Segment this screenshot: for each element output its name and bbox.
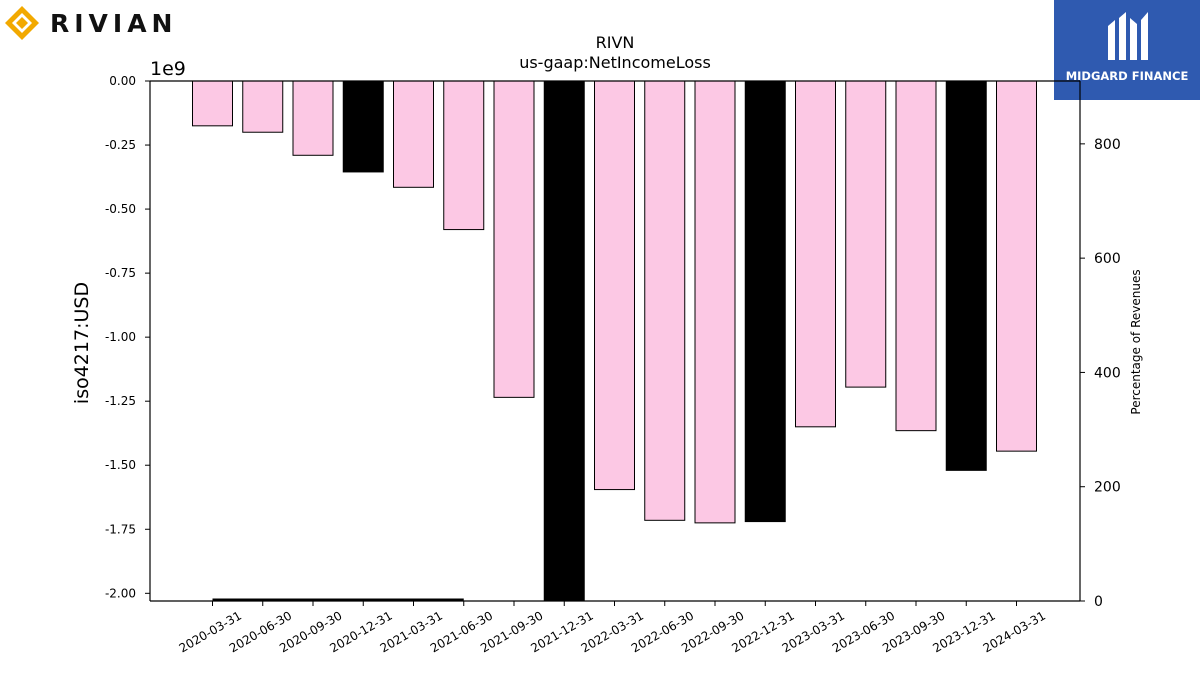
y-tick-label: 0.00 bbox=[109, 74, 136, 88]
rivian-wordmark: RIVIAN bbox=[50, 8, 178, 38]
y-tick-label: -1.00 bbox=[105, 330, 136, 344]
bar-2023-12-31 bbox=[945, 80, 987, 471]
y2-tick-label: 600 bbox=[1094, 251, 1121, 267]
y-tick-label: -0.25 bbox=[105, 138, 136, 152]
y-tick-label: -0.75 bbox=[105, 266, 136, 280]
y-tick-label: -2.00 bbox=[105, 586, 136, 600]
bar-2021-09-30 bbox=[493, 80, 535, 398]
y2-tick-label: 400 bbox=[1094, 365, 1121, 381]
bar-2022-09-30 bbox=[694, 80, 736, 524]
y-axis-label: iso4217:USD bbox=[71, 282, 93, 404]
midgard-m-icon bbox=[1108, 12, 1148, 60]
bar-2021-03-31 bbox=[393, 80, 434, 188]
midgard-finance-wordmark: MIDGARD FINANCE bbox=[1065, 69, 1189, 83]
bar-2023-06-30 bbox=[845, 80, 887, 388]
bar-2023-09-30 bbox=[895, 80, 937, 432]
bar-2022-12-31 bbox=[744, 80, 786, 523]
midgard-finance-logo: MIDGARD FINANCE bbox=[1054, 0, 1200, 100]
bar-2024-03-31 bbox=[996, 80, 1037, 452]
bar-2020-09-30 bbox=[292, 80, 334, 156]
bar-2022-03-31 bbox=[594, 80, 635, 491]
y-tick-label: -1.50 bbox=[105, 458, 136, 472]
rivian-logo: RIVIAN bbox=[4, 3, 177, 43]
bar-2023-03-31 bbox=[795, 80, 836, 428]
bar-2020-12-31 bbox=[342, 80, 384, 173]
y2-tick-label: 800 bbox=[1094, 137, 1121, 153]
y-offset-label: 1e9 bbox=[150, 58, 186, 80]
chart-subtitle: us-gaap:NetIncomeLoss bbox=[519, 53, 711, 72]
chart-title: RIVN bbox=[596, 33, 635, 52]
bar-2020-03-31 bbox=[192, 80, 233, 127]
y-tick-label: -0.50 bbox=[105, 202, 136, 216]
bar-2021-12-31 bbox=[543, 80, 585, 602]
y-tick-label: -1.25 bbox=[105, 394, 136, 408]
bar-2020-06-30 bbox=[242, 80, 284, 133]
bar-2022-06-30 bbox=[644, 80, 686, 521]
y2-tick-label: 0 bbox=[1094, 594, 1103, 610]
bar-2021-06-30 bbox=[443, 80, 485, 231]
y2-tick-label: 200 bbox=[1094, 480, 1121, 496]
y2-axis-label: Percentage of Revenues bbox=[1129, 269, 1143, 414]
rivian-diamond-icon bbox=[5, 6, 39, 40]
y-tick-label: -1.75 bbox=[105, 522, 136, 536]
